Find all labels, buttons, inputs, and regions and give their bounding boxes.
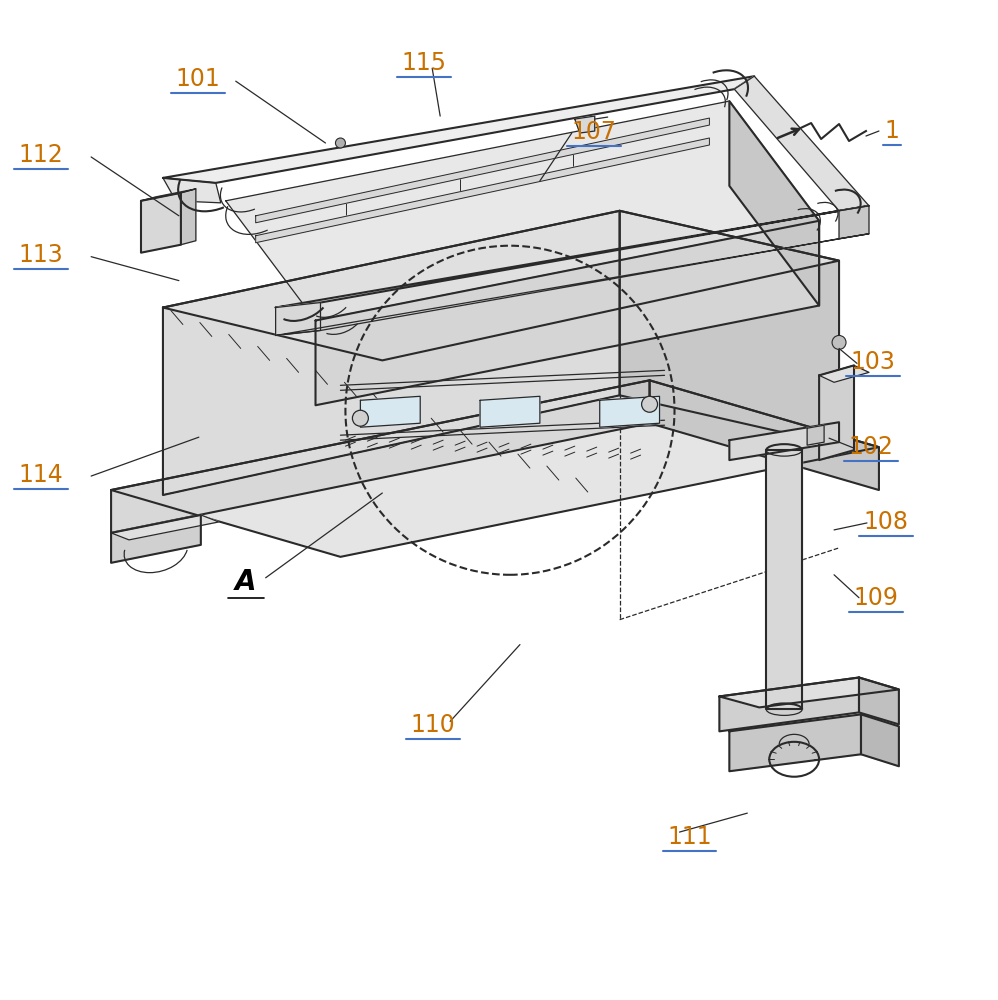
Polygon shape bbox=[181, 189, 196, 245]
Text: 108: 108 bbox=[863, 510, 908, 534]
Polygon shape bbox=[819, 365, 854, 460]
Polygon shape bbox=[163, 76, 754, 183]
Polygon shape bbox=[163, 178, 221, 203]
Text: 1: 1 bbox=[884, 119, 899, 143]
Polygon shape bbox=[720, 678, 899, 707]
Polygon shape bbox=[275, 303, 320, 335]
Polygon shape bbox=[141, 193, 181, 253]
Polygon shape bbox=[315, 221, 819, 405]
Polygon shape bbox=[600, 396, 660, 427]
Text: 113: 113 bbox=[19, 243, 64, 267]
Polygon shape bbox=[861, 714, 899, 766]
Circle shape bbox=[335, 138, 345, 148]
Polygon shape bbox=[275, 234, 869, 335]
Polygon shape bbox=[650, 380, 879, 490]
Text: 115: 115 bbox=[402, 51, 447, 75]
Text: 114: 114 bbox=[19, 463, 64, 487]
Polygon shape bbox=[807, 425, 824, 445]
Polygon shape bbox=[111, 515, 219, 540]
Text: 101: 101 bbox=[176, 67, 221, 91]
Polygon shape bbox=[226, 101, 819, 321]
Polygon shape bbox=[480, 396, 540, 427]
Polygon shape bbox=[730, 422, 839, 460]
Polygon shape bbox=[255, 118, 710, 223]
Polygon shape bbox=[839, 206, 869, 239]
Circle shape bbox=[352, 410, 368, 426]
Polygon shape bbox=[730, 714, 861, 771]
Polygon shape bbox=[163, 211, 620, 495]
Text: 111: 111 bbox=[667, 825, 712, 849]
Polygon shape bbox=[819, 365, 869, 382]
Polygon shape bbox=[575, 116, 595, 133]
Polygon shape bbox=[859, 678, 899, 724]
Text: A: A bbox=[235, 568, 256, 596]
Text: 112: 112 bbox=[19, 143, 64, 167]
Polygon shape bbox=[735, 76, 869, 211]
Text: 103: 103 bbox=[850, 350, 895, 374]
Polygon shape bbox=[730, 101, 819, 306]
Polygon shape bbox=[141, 189, 196, 201]
Text: 110: 110 bbox=[411, 713, 455, 737]
Circle shape bbox=[832, 335, 846, 349]
Polygon shape bbox=[766, 450, 802, 709]
Polygon shape bbox=[360, 396, 420, 427]
Polygon shape bbox=[620, 211, 839, 445]
Text: 107: 107 bbox=[571, 120, 616, 144]
Circle shape bbox=[642, 396, 658, 412]
Text: 102: 102 bbox=[848, 435, 893, 459]
Polygon shape bbox=[111, 515, 201, 563]
Polygon shape bbox=[163, 211, 839, 360]
Polygon shape bbox=[275, 206, 869, 308]
Text: 109: 109 bbox=[853, 586, 898, 610]
Polygon shape bbox=[720, 678, 859, 731]
Polygon shape bbox=[111, 380, 650, 533]
Polygon shape bbox=[255, 138, 710, 243]
Polygon shape bbox=[111, 380, 879, 557]
